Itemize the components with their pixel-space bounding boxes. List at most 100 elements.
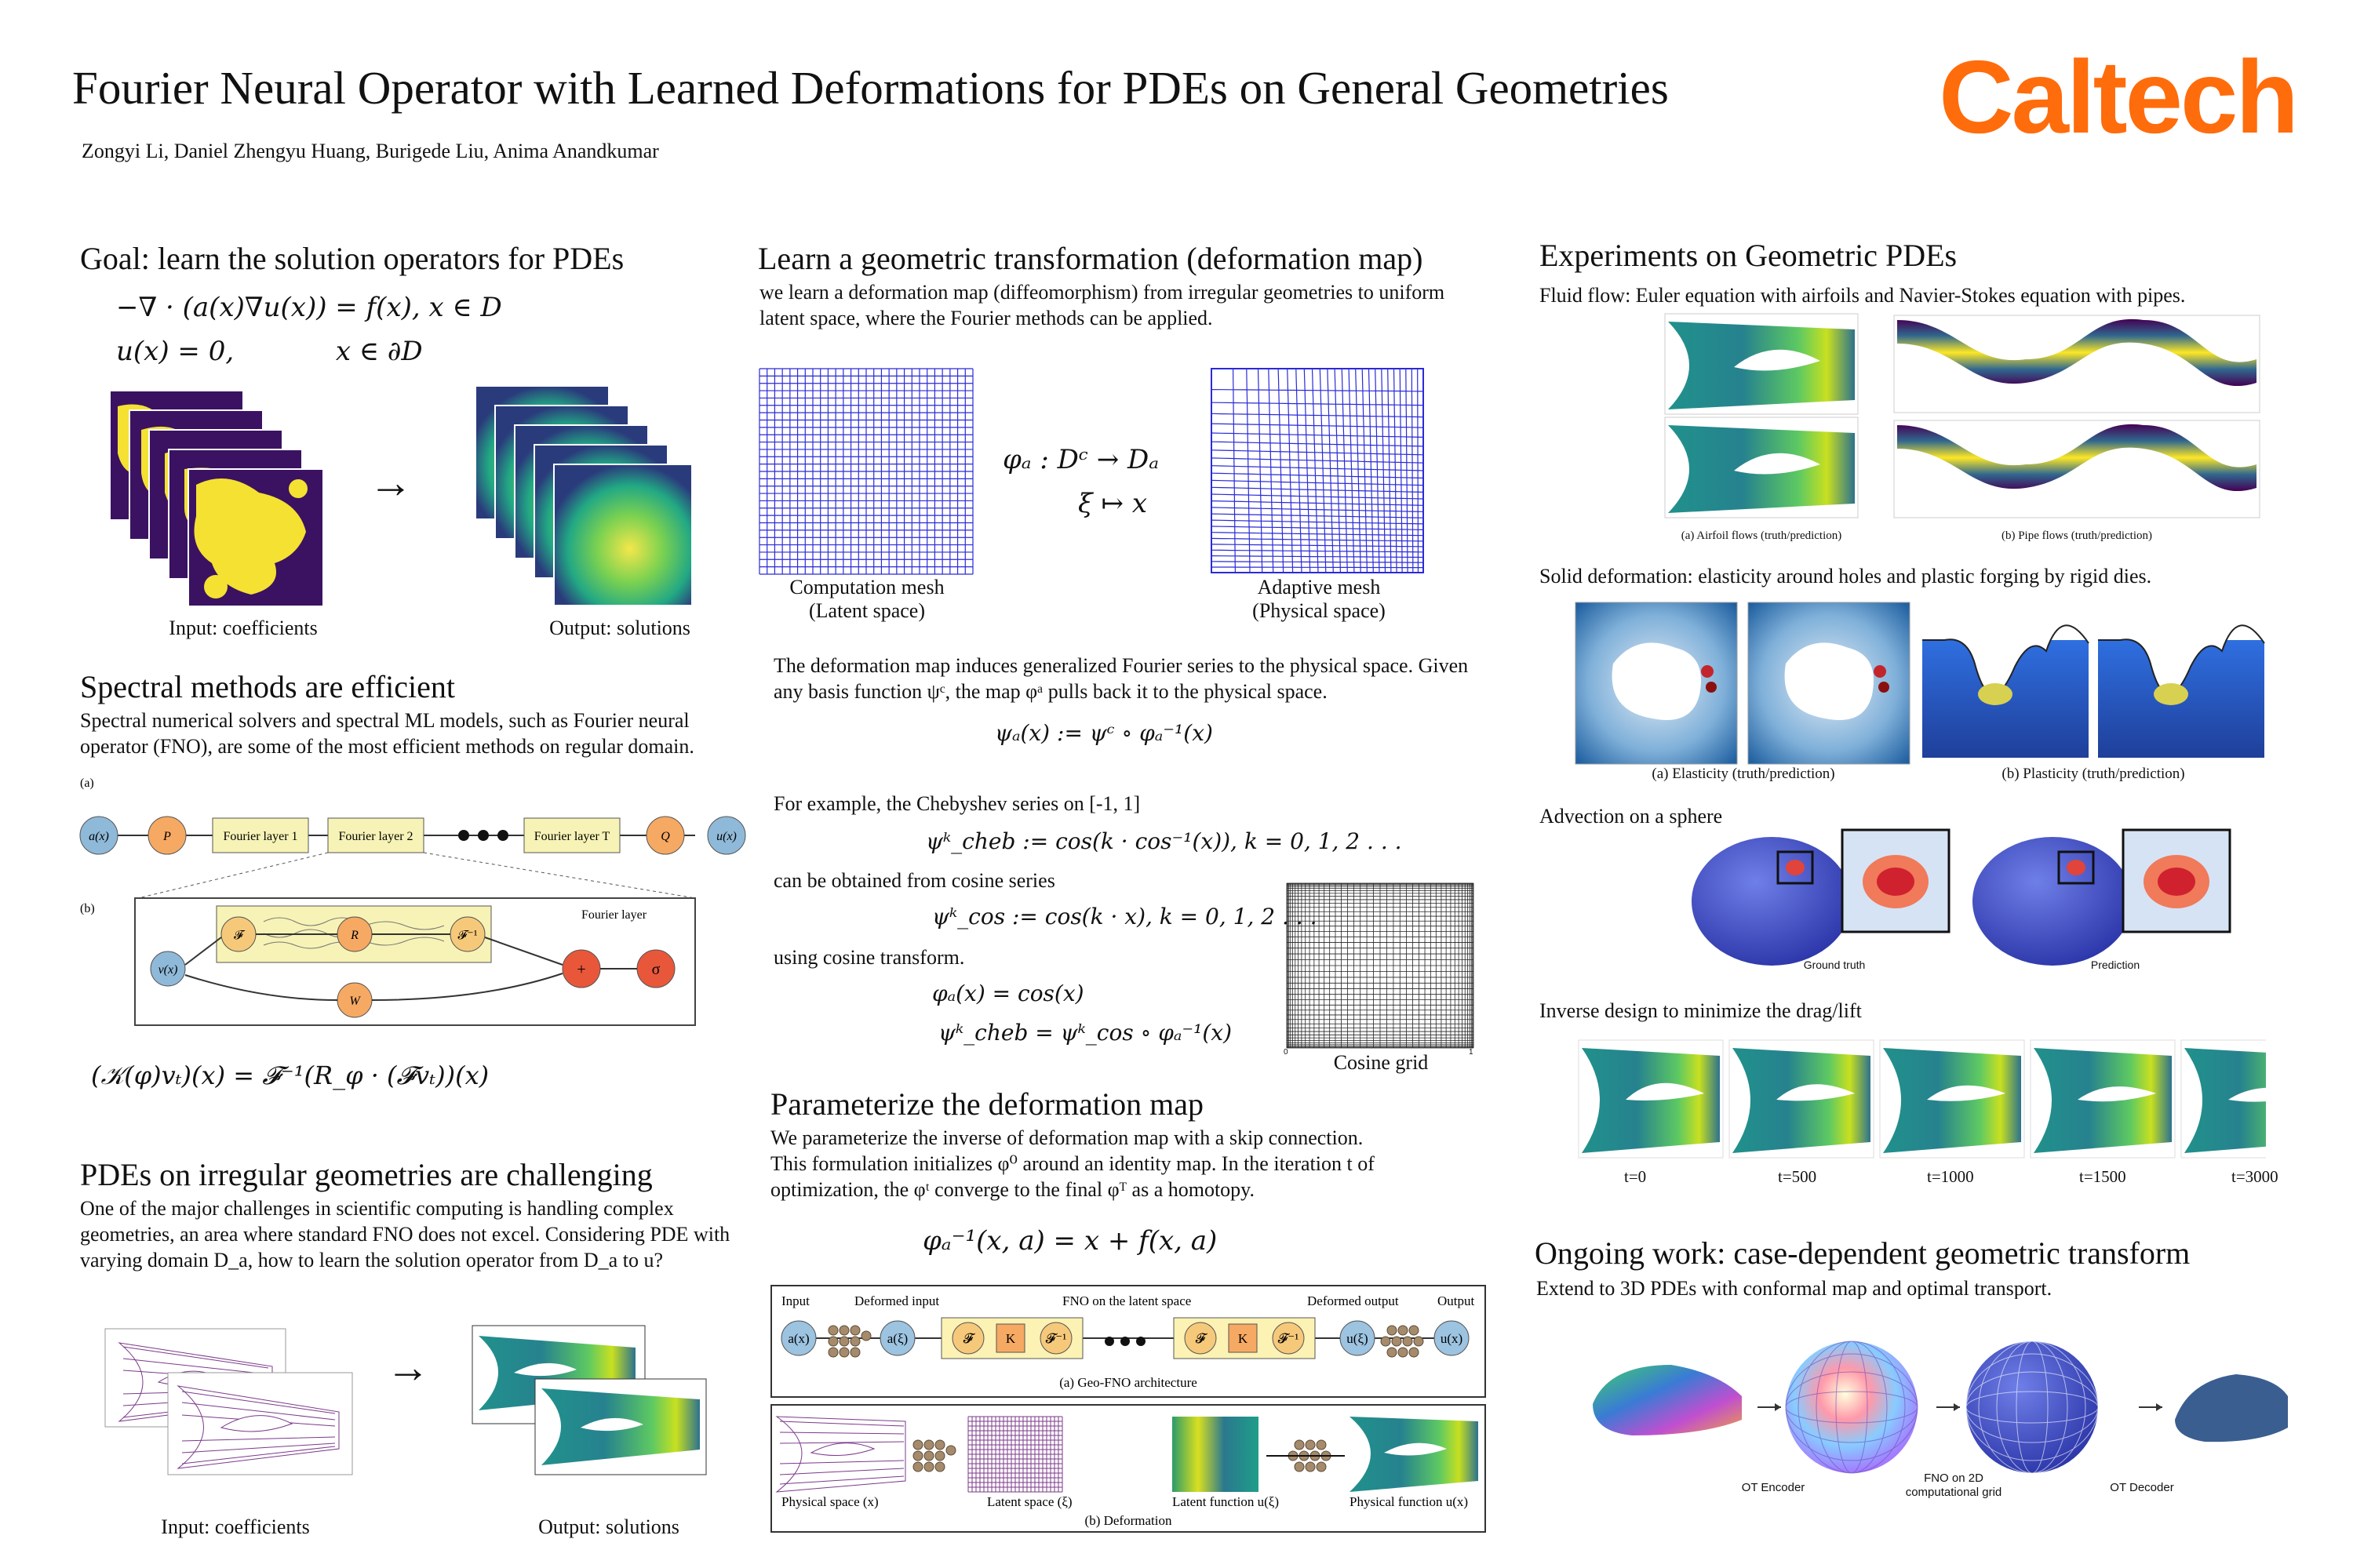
arch-deformed-output-label: Deformed output xyxy=(1307,1293,1399,1308)
plasticity-image xyxy=(1922,606,2265,758)
arch-node-a-xi: a(ξ) xyxy=(887,1331,908,1346)
elasticity-caption: (a) Elasticity (truth/prediction) xyxy=(1652,766,1835,782)
fourier-layer-2-label: Fourier layer 2 xyxy=(338,830,413,843)
arch-node-f2: 𝓕 xyxy=(1196,1331,1208,1346)
ot-encoder-label: OT Encoder xyxy=(1741,1481,1805,1494)
skip-connection-equation: φₐ⁻¹(x, a) = x + f(x, a) xyxy=(923,1225,1218,1257)
deformation-text: we learn a deformation map (diffeomorphi… xyxy=(759,281,1445,329)
cosine-transform-text: using cosine transform. xyxy=(774,946,965,969)
latent-function-field xyxy=(1172,1417,1258,1492)
goal-output-caption: Output: solutions xyxy=(549,617,690,639)
arch-node-f1: 𝓕 xyxy=(963,1331,976,1346)
fno-2d-label-line2: computational grid xyxy=(1905,1486,2002,1499)
pullback-equation: ψₐ(x) := ψᶜ ∘ φₐ⁻¹(x) xyxy=(995,720,1213,746)
spectral-heading: Spectral methods are efficient xyxy=(80,669,455,704)
fourier-layer-t-label: Fourier layer T xyxy=(534,830,610,843)
timestep-label-500: t=500 xyxy=(1778,1167,1817,1186)
fourier-layer-title: Fourier layer xyxy=(581,908,647,922)
fno-2d-label-line1: FNO on 2D xyxy=(1924,1472,1983,1485)
fourier-layer-1-label: Fourier layer 1 xyxy=(223,830,297,843)
goal-heading: Goal: learn the solution operators for P… xyxy=(80,241,625,276)
deformation-heading: Learn a geometric transformation (deform… xyxy=(758,241,1423,276)
coefficient-maps-image xyxy=(110,391,324,607)
node-p-label: P xyxy=(162,830,171,843)
node-u-x-label: u(x) xyxy=(716,830,737,843)
cosine-grid-axis-0: 0 xyxy=(1284,1048,1288,1057)
advection-text: Advection on a sphere xyxy=(1539,805,1723,828)
elasticity-figure xyxy=(1574,601,1913,766)
plasticity-figure xyxy=(1921,604,2266,761)
node-a-x-label: a(x) xyxy=(89,830,109,843)
arch-node-finv2: 𝓕⁻¹ xyxy=(1278,1331,1299,1346)
parameterize-heading: Parameterize the deformation map xyxy=(770,1086,1204,1122)
input-coefficient-stack xyxy=(110,391,326,610)
deformation-net-2 xyxy=(1380,1325,1424,1358)
node-sum-label: + xyxy=(577,961,585,978)
ground-truth-caption: Ground truth xyxy=(1803,959,1866,971)
adaptive-grid-svg xyxy=(1211,368,1424,573)
arch-input-label: Input xyxy=(781,1293,810,1308)
arch-node-u-x: u(x) xyxy=(1441,1331,1462,1346)
pipe-caption: (b) Pipe flows (truth/prediction) xyxy=(2001,529,2153,542)
sphere-prediction-image xyxy=(1972,828,2231,966)
node-fourier-transform-label: 𝓕 xyxy=(234,929,246,942)
irregular-arrow: → xyxy=(386,1344,430,1392)
chebyshev-intro-text: For example, the Chebyshev series on [-1… xyxy=(774,792,1141,815)
sphere-ground-truth-image xyxy=(1692,828,1951,966)
inverse-design-frames xyxy=(1578,1039,2266,1159)
airfoil-flow-image xyxy=(1664,313,1859,518)
node-inverse-fourier-label: 𝓕⁻¹ xyxy=(457,929,477,942)
fno-label-b: (b) xyxy=(80,902,95,915)
spectral-text: Spectral numerical solvers and spectral … xyxy=(80,709,694,758)
node-p xyxy=(148,816,187,855)
computation-mesh-caption-line1: Computation mesh xyxy=(789,576,945,598)
advection-prediction-figure xyxy=(1966,827,2233,968)
ongoing-pipeline-figure xyxy=(1585,1333,2291,1490)
chebyshev-composition-equation: ψᵏ_cheb = ψᵏ_cos ∘ φₐ⁻¹(x) xyxy=(938,1020,1233,1046)
airfoil-flow-figure xyxy=(1663,312,1859,540)
deformation-map-equation: φₐ : Dᶜ → Dₐ xyxy=(1003,444,1160,475)
irregular-input-caption: Input: coefficients xyxy=(161,1515,310,1538)
arch-fno-label: FNO on the latent space xyxy=(1062,1293,1191,1308)
advection-ground-truth-figure xyxy=(1685,827,1952,968)
deformation-figure: Physical space (x) Latent space (ξ) Late… xyxy=(770,1404,1486,1533)
fno-label-a: (a) xyxy=(80,777,94,790)
fourier-layer-1-box xyxy=(212,817,309,853)
arch-node-finv1: 𝓕⁻¹ xyxy=(1046,1331,1067,1346)
arch-node-u-xi: u(ξ) xyxy=(1346,1331,1368,1346)
chebyshev-equation: ψᵏ_cheb := cos(k · cos⁻¹(x)), k = 0, 1, … xyxy=(926,828,1402,854)
fourier-layer-equation: (𝒦(φ)vₜ)(x) = 𝓕⁻¹(R_φ · (𝓕vₜ))(x) xyxy=(91,1060,490,1090)
adaptive-mesh-grid xyxy=(1210,367,1426,576)
goal-arrow: → xyxy=(369,459,413,508)
phi-cos-equation: φₐ(x) = cos(x) xyxy=(932,980,1084,1006)
timestep-label-1500: t=1500 xyxy=(2079,1167,2126,1186)
airfoil-caption: (a) Airfoil flows (truth/prediction) xyxy=(1681,529,1842,542)
node-u-x xyxy=(707,816,746,855)
cosine-grid-caption: Cosine grid xyxy=(1333,1051,1429,1074)
caltech-logo: Caltech xyxy=(1939,39,2299,155)
inverse-design-figure xyxy=(1575,1037,2266,1162)
uniform-grid-svg xyxy=(759,368,974,575)
deform-latent-function-label: Latent function u(ξ) xyxy=(1172,1494,1279,1509)
computation-mesh-caption-line2: (Latent space) xyxy=(809,599,925,622)
goal-input-caption: Input: coefficients xyxy=(169,617,318,639)
poster-title: Fourier Neural Operator with Learned Def… xyxy=(72,62,1669,114)
parameterize-text-line2: This formulation initializes φ⁰ around a… xyxy=(770,1152,1375,1175)
irregular-input-meshes xyxy=(104,1327,355,1476)
node-sigma-label: σ xyxy=(652,961,661,978)
pipe-flow-figure xyxy=(1892,312,2261,522)
ongoing-text: Extend to 3D PDEs with conformal map and… xyxy=(1536,1277,2053,1299)
latent-space-grid xyxy=(967,1416,1063,1493)
arch-caption: (a) Geo-FNO architecture xyxy=(1059,1375,1197,1390)
fourier-layer-t-box xyxy=(523,817,621,853)
cosine-grid-figure xyxy=(1282,877,1478,1065)
node-r-label: R xyxy=(350,929,359,942)
plasticity-caption: (b) Plasticity (truth/prediction) xyxy=(2002,766,2185,782)
airfoil-mesh-image xyxy=(104,1328,353,1475)
timestep-labels: t=0 t=500 t=1000 t=1500 t=3000 xyxy=(1575,1167,2278,1191)
timestep-label-3000: t=3000 xyxy=(2231,1167,2278,1186)
arch-node-k1: K xyxy=(1006,1331,1016,1346)
arch-deformed-input-label: Deformed input xyxy=(854,1293,939,1308)
cosine-grid-svg xyxy=(1286,882,1474,1049)
adaptive-mesh-caption: Adaptive mesh (Physical space) xyxy=(1205,576,1433,623)
